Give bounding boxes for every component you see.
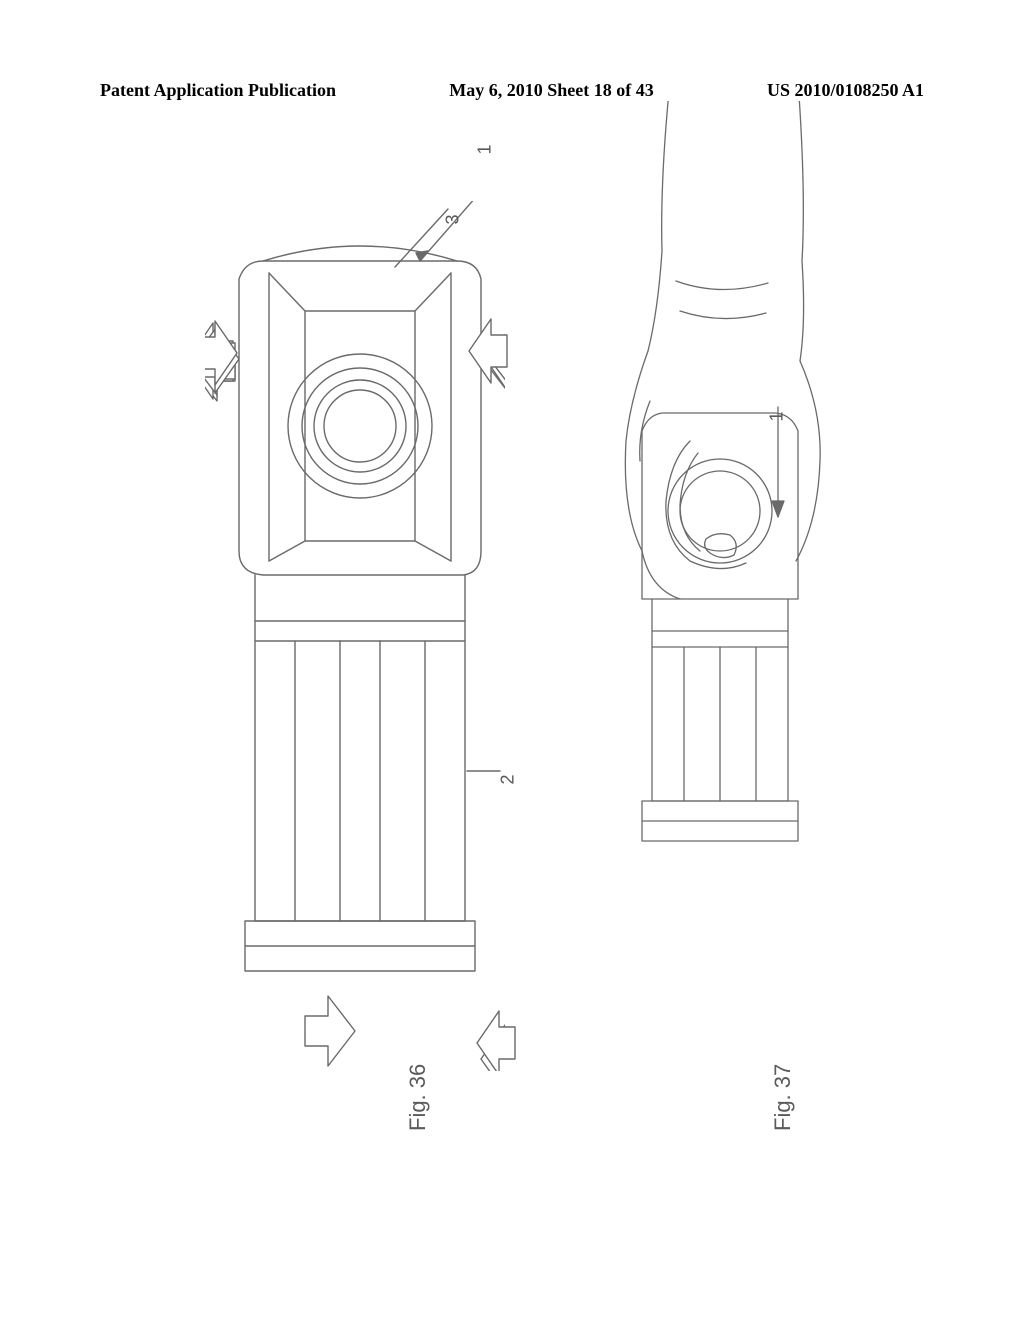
fig37-svg [530,101,900,1001]
fig36-ref-2: 2 [498,774,519,784]
fig37-label: Fig. 37 [770,1064,796,1131]
figure-37 [530,101,900,1001]
fig37-ref-1: 1 [767,411,788,421]
document-header: Patent Application Publication May 6, 20… [100,80,924,101]
fig36-ref-1: 1 [475,144,496,154]
fig36-ref-3: 3 [443,214,464,224]
figure-36-arrows [205,201,535,1071]
figure-area: Fig. 36 1 3 2 [100,141,924,1161]
header-center: May 6, 2010 Sheet 18 of 43 [449,80,653,101]
header-left: Patent Application Publication [100,80,336,101]
header-right: US 2010/0108250 A1 [767,80,924,101]
fig36-label: Fig. 36 [405,1064,431,1131]
page-root: Patent Application Publication May 6, 20… [0,0,1024,1320]
